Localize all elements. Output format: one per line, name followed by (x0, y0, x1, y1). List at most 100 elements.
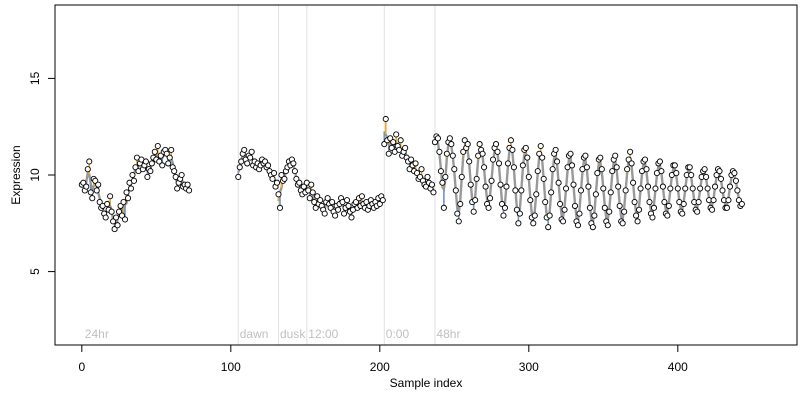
data-point (300, 183, 307, 190)
data-point (434, 135, 441, 142)
data-point (86, 158, 93, 165)
data-point (163, 150, 170, 157)
data-point (643, 166, 650, 173)
data-point (241, 146, 248, 153)
data-point (460, 148, 467, 155)
data-point (671, 162, 678, 169)
data-point (546, 212, 553, 219)
data-point (615, 183, 622, 190)
data-point (464, 141, 471, 148)
data-point (397, 137, 404, 144)
data-point (418, 166, 425, 173)
data-point (424, 173, 431, 180)
data-point (93, 187, 100, 194)
data-point (431, 139, 438, 146)
data-point (601, 204, 608, 211)
data-point (293, 175, 300, 182)
data-point (157, 152, 164, 159)
data-point (531, 212, 538, 219)
data-point (625, 156, 632, 163)
data-point (731, 170, 738, 177)
data-point (118, 212, 126, 219)
data-point (612, 152, 619, 159)
data-point (352, 198, 360, 206)
data-point (616, 202, 623, 209)
data-point (619, 220, 626, 227)
data-point (472, 197, 479, 204)
data-point (554, 158, 561, 165)
data-point (442, 173, 449, 180)
data-point (166, 154, 173, 161)
data-point (512, 187, 519, 194)
data-point (184, 181, 191, 188)
data-point (127, 185, 135, 192)
data-point (637, 185, 644, 192)
data-point (594, 170, 601, 177)
data-point (291, 168, 298, 175)
data-point (108, 208, 115, 215)
data-point (341, 210, 348, 217)
data-point (604, 222, 611, 229)
data-point (470, 208, 477, 215)
data-point (630, 179, 637, 186)
group-labels: 24hr dawn dusk 12:00 0:00 48hr (85, 327, 461, 341)
data-point (525, 173, 532, 180)
data-point (314, 193, 321, 200)
data-point (312, 204, 319, 211)
data-point (265, 162, 272, 169)
data-point (735, 197, 742, 204)
data-point (159, 162, 166, 169)
data-point (545, 224, 552, 231)
data-point (481, 164, 488, 171)
data-point (661, 198, 668, 206)
data-point (452, 187, 459, 194)
data-point (710, 197, 717, 204)
group-label: 48hr (436, 327, 460, 341)
data-point (650, 204, 658, 211)
data-point (487, 195, 494, 202)
data-point (563, 185, 570, 192)
data-point (121, 216, 129, 223)
data-point (95, 181, 102, 188)
data-point (385, 150, 392, 157)
data-point (124, 195, 132, 202)
data-point (534, 168, 541, 175)
data-point (381, 141, 388, 148)
data-point (428, 181, 436, 188)
data-point (649, 214, 656, 221)
data-point (408, 156, 415, 163)
data-point (688, 171, 695, 179)
data-point (704, 185, 711, 192)
data-point (437, 168, 444, 175)
data-point (436, 148, 443, 155)
data-point (309, 189, 316, 196)
group-label: dawn (240, 327, 269, 341)
data-point (402, 144, 409, 152)
data-point (174, 185, 181, 192)
data-point (165, 160, 172, 167)
data-point (549, 166, 556, 173)
data-point (110, 218, 117, 225)
data-point (585, 183, 592, 190)
data-point (570, 181, 577, 188)
data-point (473, 175, 480, 182)
data-point (674, 185, 681, 192)
data-point (552, 146, 559, 153)
data-point (151, 148, 158, 155)
data-point (390, 139, 397, 146)
data-point (709, 206, 716, 213)
data-point (244, 160, 251, 167)
data-point (682, 185, 689, 192)
data-point (495, 160, 503, 167)
data-point (129, 171, 136, 179)
group-label: 12:00 (308, 327, 338, 341)
data-point (510, 164, 517, 171)
data-point (622, 187, 629, 194)
data-point (498, 200, 506, 208)
data-point (439, 179, 446, 186)
data-point (345, 202, 352, 209)
data-point (697, 185, 704, 192)
data-point (130, 177, 138, 184)
data-point (725, 197, 732, 204)
